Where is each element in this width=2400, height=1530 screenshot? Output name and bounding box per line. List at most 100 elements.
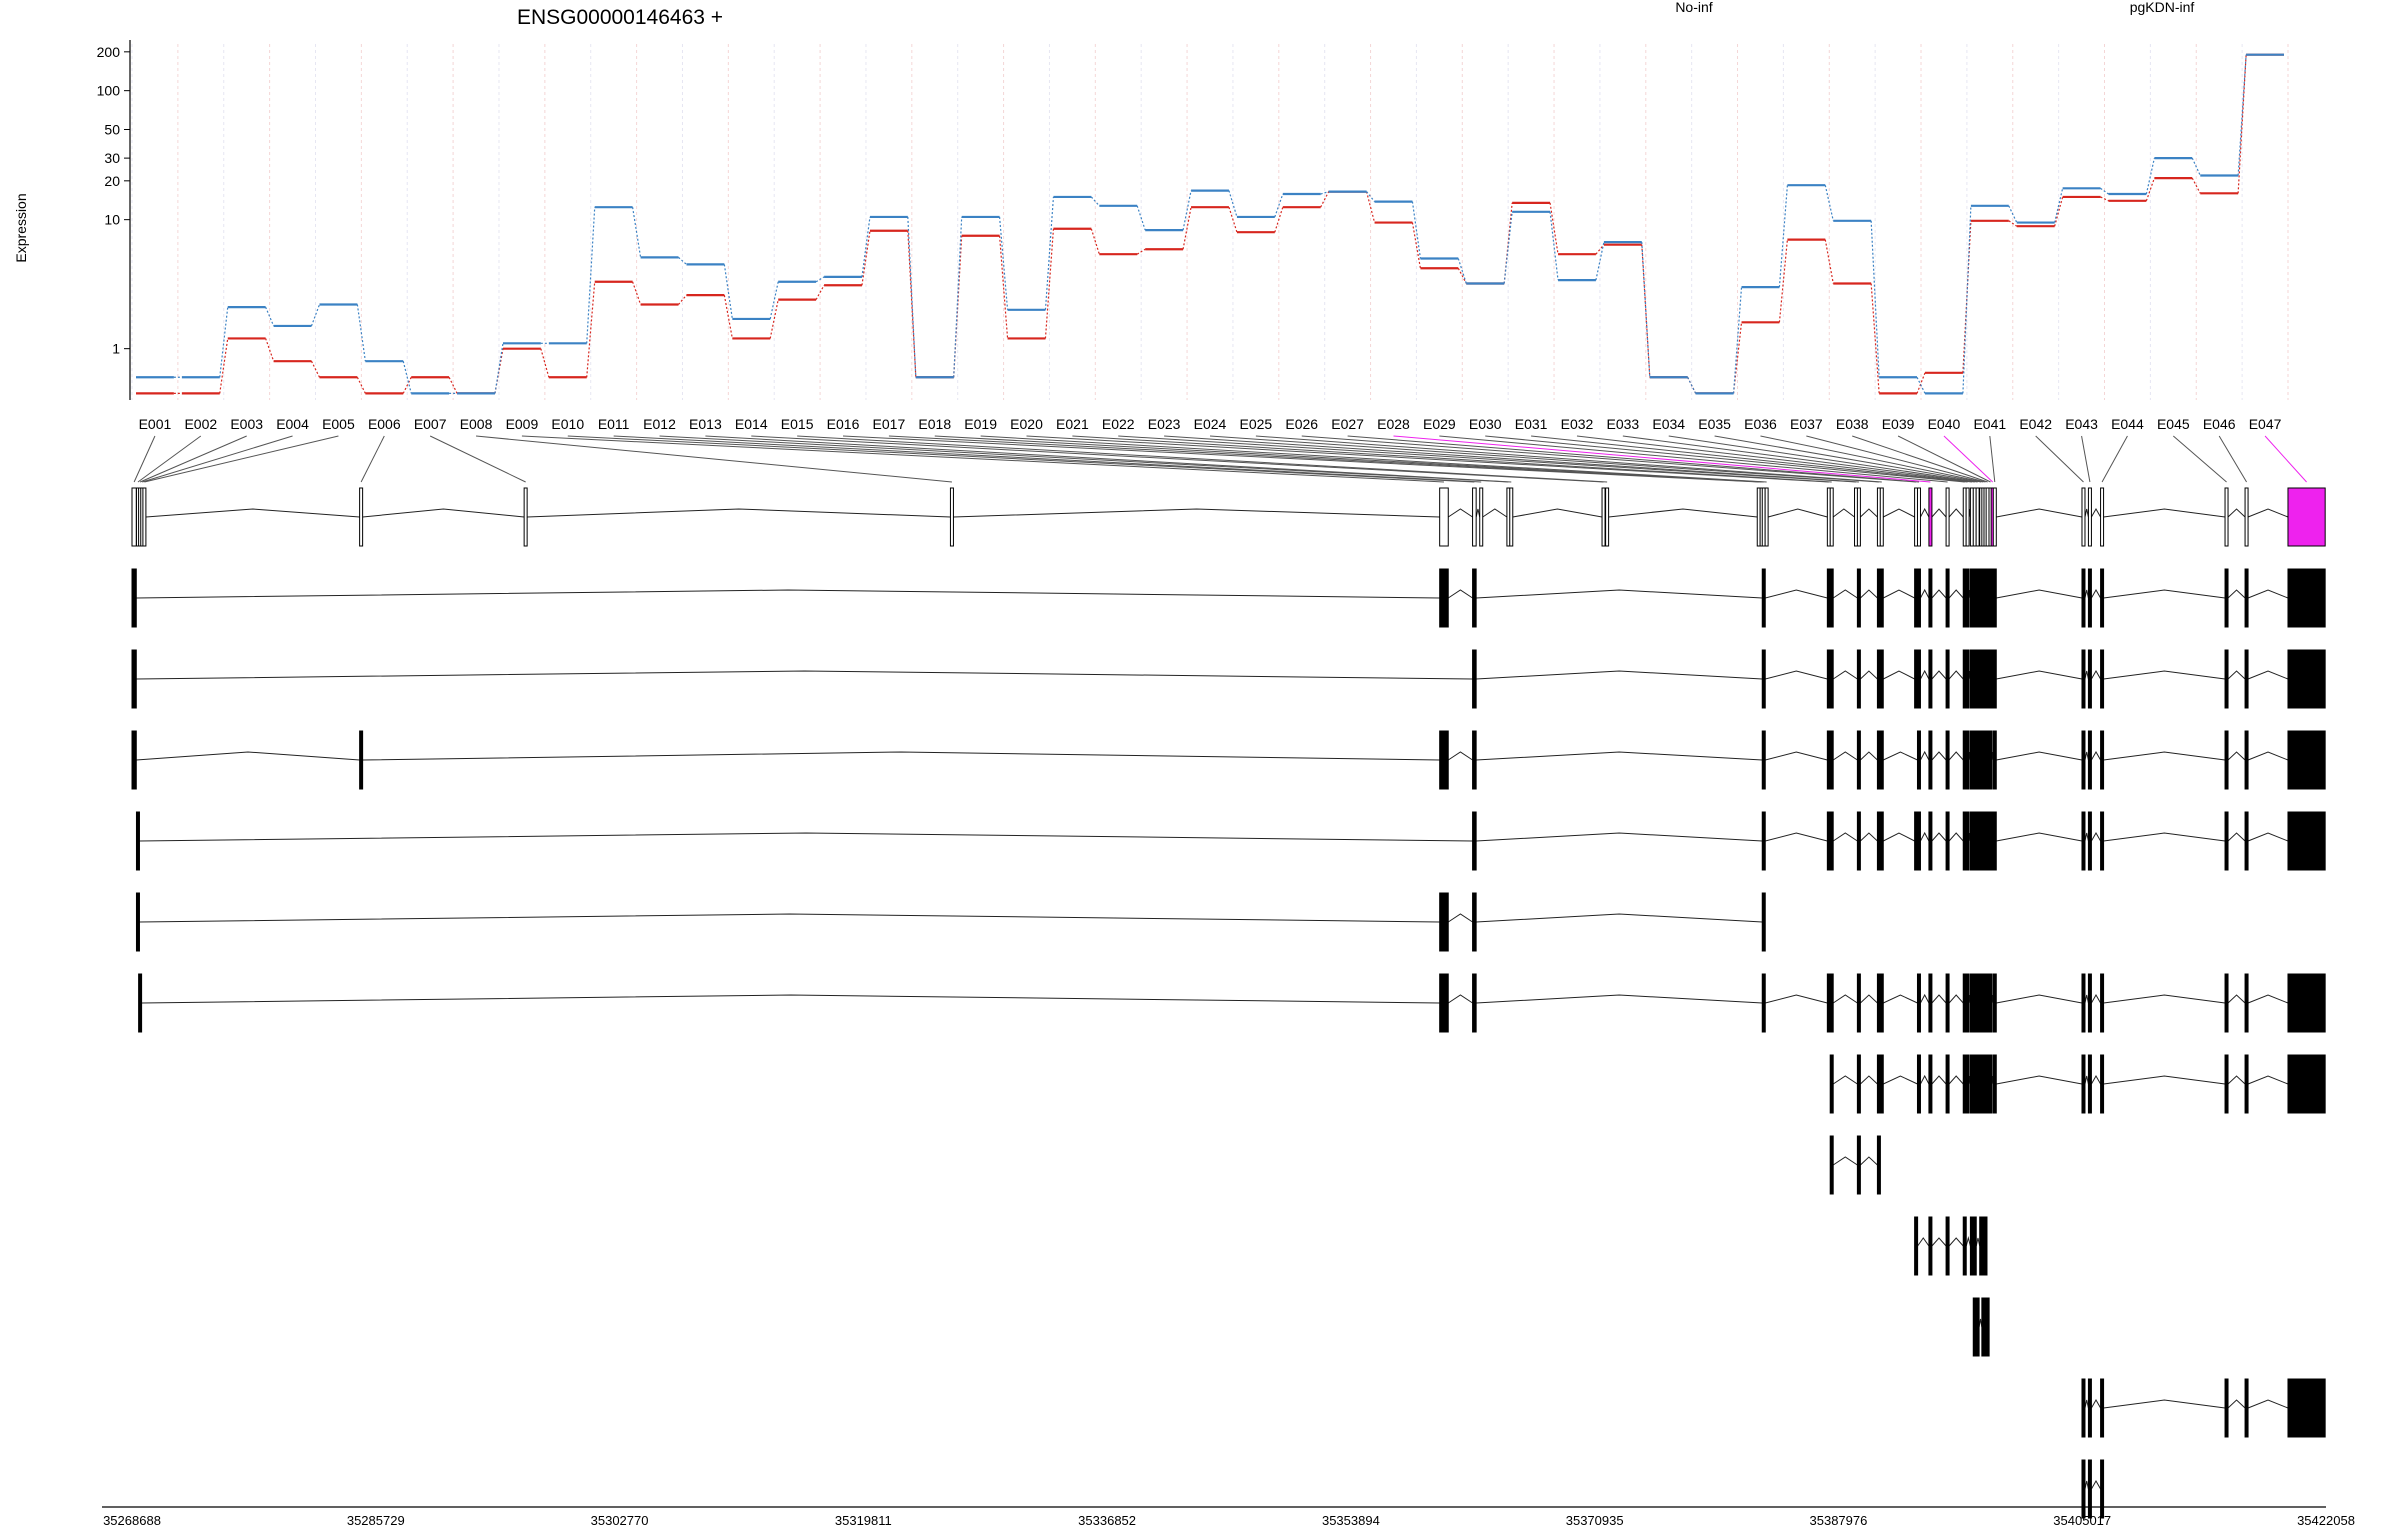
intron-line <box>136 589 1440 599</box>
exon-label: E012 <box>643 416 676 432</box>
intron-line <box>1765 589 1828 599</box>
intron-line <box>1447 913 1473 923</box>
exon-block <box>1975 568 1980 628</box>
intron-line <box>1447 508 1473 518</box>
genome-tick-label: 35422058 <box>2297 1513 2355 1528</box>
exon-block <box>2081 730 2086 790</box>
exon-block <box>1879 568 1884 628</box>
intron-line <box>1948 589 1964 599</box>
exon-label: E006 <box>368 416 401 432</box>
exon-block <box>2244 811 2249 871</box>
intron-line <box>1765 832 1828 842</box>
intron-line <box>1608 508 1758 518</box>
exon-block <box>2287 1378 2326 1438</box>
intron-line <box>1765 751 1828 761</box>
intron-line <box>1476 913 1763 923</box>
exon-label: E035 <box>1698 416 1731 432</box>
expression-lines <box>136 53 2284 395</box>
exon-label: E004 <box>276 416 309 432</box>
intron-line <box>1476 589 1763 599</box>
expression-step <box>2191 177 2201 194</box>
expression-step <box>723 295 733 339</box>
exon-block <box>1975 1054 1980 1114</box>
transcript-track <box>1914 1216 1988 1276</box>
intron-line <box>2103 994 2226 1004</box>
expression-step <box>540 348 550 378</box>
expression-step <box>632 207 642 258</box>
exon-block <box>1879 649 1884 709</box>
exon-connector <box>842 435 1759 483</box>
expression-step <box>1182 190 1192 231</box>
intron-line <box>1883 994 1918 1004</box>
expression-step <box>494 348 504 394</box>
exon-block <box>2100 1054 2105 1114</box>
exon-connector <box>144 435 339 483</box>
exon-labels: E001 E002 E003 E004 E005 E006 E007 E008 E009 E010… <box>139 416 2282 432</box>
exon-block <box>2087 1459 2092 1519</box>
expression-step <box>1962 205 1972 394</box>
expression-step <box>219 307 229 378</box>
intron-line <box>2247 670 2289 680</box>
exon-connector <box>475 435 952 483</box>
intron-line <box>1832 589 1858 599</box>
exon-block <box>2244 973 2249 1033</box>
exon-block <box>1965 649 1970 709</box>
exon-block <box>1761 649 1766 709</box>
exon-block <box>2224 487 2229 547</box>
exon-block <box>1879 730 1884 790</box>
exon-block <box>1965 487 1970 547</box>
expression-step <box>2100 196 2109 202</box>
exon-block <box>1914 1216 1919 1276</box>
intron-line <box>1860 1075 1878 1085</box>
intron-line <box>362 751 1440 761</box>
exon-block <box>1916 568 1921 628</box>
y-tick-label: 200 <box>97 44 121 60</box>
exon-block <box>1439 568 1449 628</box>
exon-block <box>142 487 147 547</box>
exon-label: E002 <box>184 416 217 432</box>
intron-line <box>1948 832 1964 842</box>
intron-line <box>2103 1075 2226 1085</box>
genomic-coordinate-axis: 35268688 35285729 35302770 35319811 35336852… <box>102 1506 2355 1528</box>
exon-block <box>2100 568 2105 628</box>
exon-block <box>1472 568 1477 628</box>
exon-label: E015 <box>781 416 814 432</box>
exon-connector <box>751 435 1604 483</box>
y-tick-label: 20 <box>104 173 120 189</box>
intron-line <box>1948 751 1964 761</box>
exon-block <box>1992 730 1997 790</box>
exon-connector <box>2081 435 2091 483</box>
exon-block <box>1856 568 1861 628</box>
intron-line <box>1883 589 1915 599</box>
exon-block <box>2081 649 2086 709</box>
expression-y-axis: 1 10 20 30 50 100 200 <box>97 40 131 400</box>
intron-line <box>1860 832 1878 842</box>
expression-step <box>1687 377 1697 394</box>
y-tick-label: 1 <box>112 341 120 357</box>
expression-step <box>356 304 366 362</box>
exon-connector <box>521 435 1444 483</box>
transcript-track <box>131 649 2326 709</box>
exon-block <box>2081 973 2086 1033</box>
exon-connector <box>1255 435 1882 483</box>
exon-block <box>1605 487 1610 547</box>
intron-line <box>2090 1398 2102 1409</box>
expression-step <box>1778 185 1789 288</box>
intron-line <box>1920 588 1930 599</box>
intron-line <box>2084 1399 2089 1409</box>
exon-block <box>1856 487 1861 547</box>
intron-line <box>1931 1237 1947 1247</box>
exon-block <box>1965 973 1970 1033</box>
intron-line <box>2084 508 2089 518</box>
intron-line <box>1447 589 1473 599</box>
exon-block <box>2087 568 2092 628</box>
intron-line <box>1996 751 2083 761</box>
y-tick-label: 10 <box>104 212 120 228</box>
expression-step <box>356 377 366 394</box>
exon-block <box>1829 568 1834 628</box>
intron-line <box>1920 507 1930 518</box>
exon-block <box>1928 487 1933 547</box>
expression-step <box>265 306 275 327</box>
exon-block <box>1472 730 1477 790</box>
exon-connector <box>567 435 1475 483</box>
